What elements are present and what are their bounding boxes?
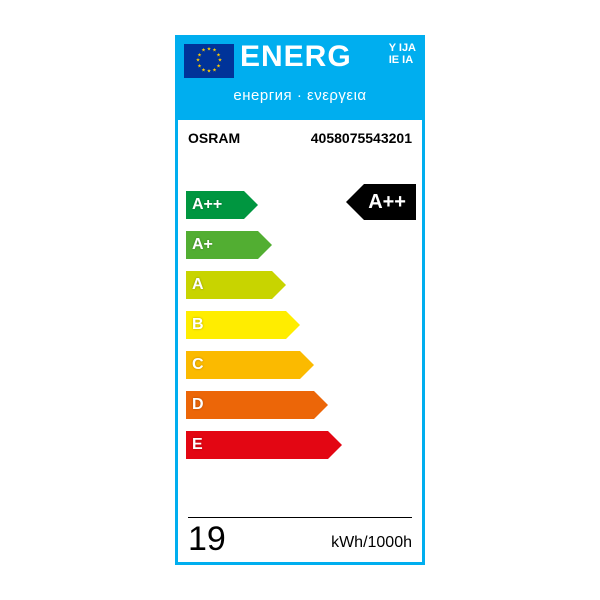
class-label: C bbox=[192, 356, 204, 374]
product-code: 4058075543201 bbox=[311, 130, 412, 146]
energy-label: ★★★★★★★★★★★★ ENERG Y IJA IE IA енергия ·… bbox=[175, 35, 425, 565]
class-row: D bbox=[186, 388, 414, 422]
brand-name: OSRAM bbox=[188, 130, 240, 146]
class-label: E bbox=[192, 436, 203, 454]
class-label: A bbox=[192, 276, 204, 294]
class-label: A+ bbox=[192, 236, 213, 254]
footer: 19 kWh/1000h bbox=[188, 517, 412, 556]
class-label: A++ bbox=[192, 196, 222, 214]
consumption-value: 19 bbox=[188, 522, 226, 556]
multilang-text: енергия · ενεργεια bbox=[178, 87, 422, 104]
class-label: B bbox=[192, 316, 204, 334]
class-row: B bbox=[186, 308, 414, 342]
class-row: A+ bbox=[186, 228, 414, 262]
energ-word: ENERG bbox=[240, 40, 352, 74]
class-row: A++ bbox=[186, 188, 414, 222]
class-label: D bbox=[192, 396, 204, 414]
class-row: A bbox=[186, 268, 414, 302]
energ-suffix: Y IJA IE IA bbox=[389, 42, 416, 66]
class-row: E bbox=[186, 428, 414, 462]
eu-flag: ★★★★★★★★★★★★ bbox=[184, 44, 234, 78]
brand-row: OSRAM 4058075543201 bbox=[178, 120, 422, 146]
header: ★★★★★★★★★★★★ ENERG Y IJA IE IA енергия ·… bbox=[178, 38, 422, 120]
class-arrows: A++ A+ A B C D E bbox=[186, 188, 414, 468]
class-row: C bbox=[186, 348, 414, 382]
consumption-unit: kWh/1000h bbox=[331, 534, 412, 556]
